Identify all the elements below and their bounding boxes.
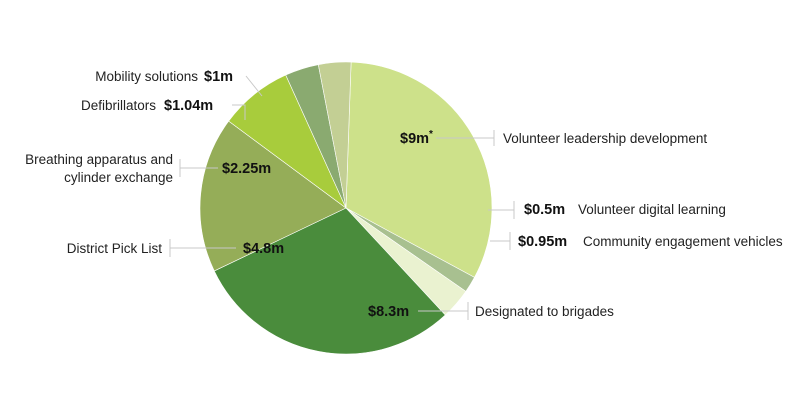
leader-line-def bbox=[232, 104, 246, 120]
pie-slice-vld bbox=[345, 61, 493, 278]
leader-line-mob bbox=[245, 75, 263, 97]
category-label-bace-line-2: cylinder exchange bbox=[64, 170, 173, 185]
leader-line-dtb bbox=[418, 302, 469, 320]
category-label-mob: Mobility solutions bbox=[95, 69, 198, 84]
category-label-vdl: Volunteer digital learning bbox=[578, 202, 726, 217]
value-label-vdl: $0.5m bbox=[524, 202, 565, 218]
leader-line-cev bbox=[490, 232, 511, 250]
value-label-bace: $2.25m bbox=[222, 161, 271, 177]
value-label-mob: $1m bbox=[204, 69, 233, 85]
value-label-def: $1.04m bbox=[164, 98, 213, 114]
value-label-dtb: $8.3m bbox=[368, 304, 409, 320]
leader-line-bace bbox=[179, 159, 218, 177]
pie-slice-dtb bbox=[213, 207, 446, 355]
leader-lines bbox=[169, 75, 515, 320]
leader-line-vdl bbox=[488, 201, 515, 219]
category-label-bace-line-1: Breathing apparatus and bbox=[25, 152, 173, 167]
pie-slice-dpl bbox=[199, 120, 347, 272]
leader-line-vld bbox=[436, 130, 495, 146]
value-label-dpl: $4.8m bbox=[243, 241, 284, 257]
leader-line-dpl bbox=[169, 239, 236, 257]
category-label-def: Defibrillators bbox=[81, 98, 156, 113]
pie-slice-mob bbox=[317, 61, 352, 209]
pie-slices bbox=[199, 61, 493, 355]
category-label-vld: Volunteer leadership development bbox=[503, 131, 707, 146]
value-label-cev: $0.95m bbox=[518, 234, 567, 250]
value-label-vld: $9m* bbox=[400, 129, 433, 147]
pie-labels: $9m* Volunteer leadership development $0… bbox=[25, 69, 783, 320]
category-label-dpl: District Pick List bbox=[67, 241, 163, 256]
category-label-cev: Community engagement vehicles bbox=[583, 234, 783, 249]
category-label-dtb: Designated to brigades bbox=[475, 304, 614, 319]
